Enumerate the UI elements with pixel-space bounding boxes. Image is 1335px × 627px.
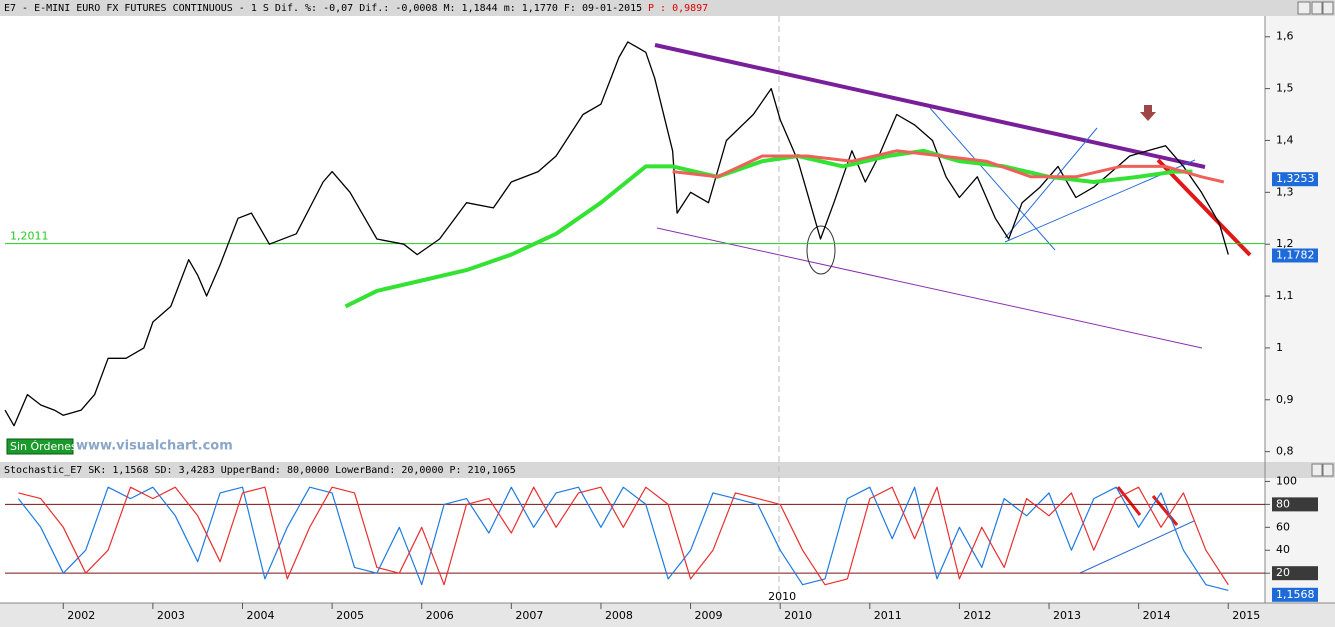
price-tag	[1272, 248, 1318, 263]
price-tag-label: 1,3253	[1276, 172, 1315, 185]
y-tick-label: 1,1	[1276, 289, 1294, 302]
watermark: www.visualchart.com	[76, 439, 233, 454]
annotation: 2010	[768, 590, 796, 603]
x-tick-label: 2002	[67, 609, 95, 622]
arrow-marker	[1140, 105, 1156, 121]
indicator-title: Stochastic_E7 SK: 1,1568 SD: 3,4283 Uppe…	[4, 465, 516, 476]
trend-line	[1156, 158, 1252, 257]
price-tag	[1272, 566, 1318, 581]
y-tick-label: 100	[1276, 474, 1297, 487]
y-tick-label: 40	[1276, 543, 1290, 556]
y-tick-label: 0,9	[1276, 393, 1294, 406]
price-tag-label: 1,1782	[1276, 248, 1315, 261]
x-tick-label: 2012	[963, 609, 991, 622]
x-tick-label: 2015	[1232, 609, 1260, 622]
price-tag	[1272, 587, 1318, 602]
orders-button-label[interactable]: Sin Órdenes	[10, 440, 77, 453]
close-button[interactable]	[1322, 1, 1334, 15]
trend-line	[654, 43, 1206, 169]
scroll-button[interactable]	[1297, 1, 1311, 15]
header-bar	[0, 462, 1335, 478]
data-line	[18, 486, 1229, 586]
y-tick-label: 1,6	[1276, 30, 1294, 43]
orders-button[interactable]	[6, 438, 74, 455]
level-label: 1,2011	[10, 230, 49, 243]
x-tick-label: 2014	[1143, 609, 1171, 622]
y-tick-label: 1	[1276, 341, 1283, 354]
trend-line	[656, 227, 1203, 349]
trend-line	[1116, 486, 1142, 516]
y-tick-label: 1,2	[1276, 237, 1294, 250]
x-tick-label: 2004	[246, 609, 274, 622]
trend-line	[1151, 495, 1179, 526]
x-tick-label: 2010	[784, 609, 812, 622]
trend-line	[1004, 127, 1098, 239]
minimize-button[interactable]	[1311, 463, 1323, 477]
data-line	[4, 41, 1229, 427]
header-bar	[0, 0, 1335, 16]
price-tag-label: 1,1568	[1276, 588, 1315, 601]
window-buttons[interactable]	[1297, 1, 1334, 477]
price-tag-label: 20	[1276, 566, 1290, 579]
y-tick-label: 1,4	[1276, 133, 1294, 146]
data-line	[344, 148, 1193, 309]
x-tick-label: 2013	[1053, 609, 1081, 622]
x-tick-label: 2003	[157, 609, 185, 622]
x-tick-label: 2005	[336, 609, 364, 622]
close-button[interactable]	[1322, 463, 1334, 477]
y-tick-label: 0,8	[1276, 445, 1294, 458]
data-line	[672, 149, 1225, 184]
highlight-ellipse	[806, 225, 836, 275]
price-tag-label: 80	[1276, 497, 1290, 510]
x-tick-label: 2008	[605, 609, 633, 622]
x-tick-label: 2011	[874, 609, 902, 622]
x-tick-label: 2009	[695, 609, 723, 622]
price-tag	[1272, 172, 1318, 187]
y-tick-label: 1,5	[1276, 82, 1294, 95]
chart-title: E7 - E-MINI EURO FX FUTURES CONTINUOUS -…	[4, 3, 642, 14]
y-tick-label: 1,3	[1276, 185, 1294, 198]
axis-panel	[1265, 16, 1335, 462]
y-tick-label: 60	[1276, 520, 1290, 533]
x-tick-label: 2007	[515, 609, 543, 622]
data-line	[17, 486, 1229, 591]
x-tick-label: 2006	[426, 609, 454, 622]
chart-subtitle: P : 0,9897	[648, 3, 708, 14]
x-axis-panel	[0, 603, 1335, 627]
price-tag	[1272, 497, 1318, 512]
marks: 0,8 0,9 1 1,1 1,2 1,3 1,4 1,5 1,6 1,2011 1,3253 1,1…	[4, 30, 1318, 622]
trend-line	[929, 107, 1056, 251]
minimize-button[interactable]	[1311, 1, 1323, 15]
